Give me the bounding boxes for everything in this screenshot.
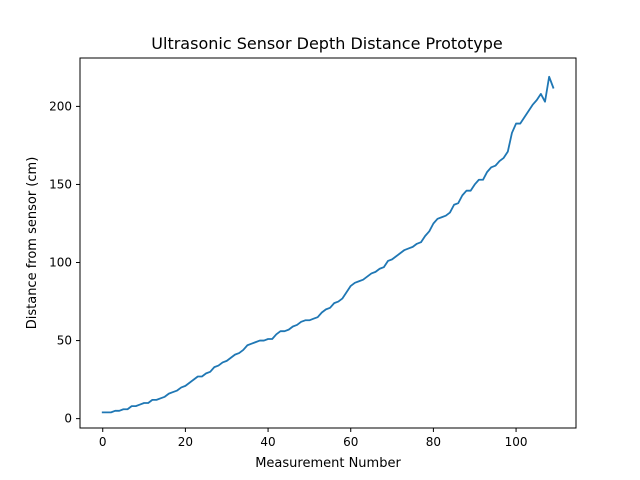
series-layer [101,75,555,414]
x-tick-label: 40 [260,435,275,449]
y-tick-label: 0 [64,412,72,426]
y-axis: 0 50 100 150 200 [49,99,80,426]
axes-frame [79,57,577,429]
series-line-0 [101,75,555,414]
y-tick-label: 200 [49,99,72,113]
y-axis-label: Distance from sensor (cm) [25,157,40,330]
chart-title: Ultrasonic Sensor Depth Distance Prototy… [151,34,502,53]
x-axis: 0 20 40 60 80 100 [99,428,528,449]
y-tick-label: 100 [49,256,72,270]
y-tick-label: 150 [49,177,72,191]
y-tick-label: 50 [57,334,72,348]
x-tick-label: 20 [178,435,193,449]
plot-area [79,57,577,429]
x-tick-label: 80 [426,435,441,449]
x-tick-label: 0 [99,435,107,449]
x-tick-label: 100 [505,435,528,449]
x-axis-label: Measurement Number [255,456,401,471]
x-tick-label: 60 [343,435,358,449]
